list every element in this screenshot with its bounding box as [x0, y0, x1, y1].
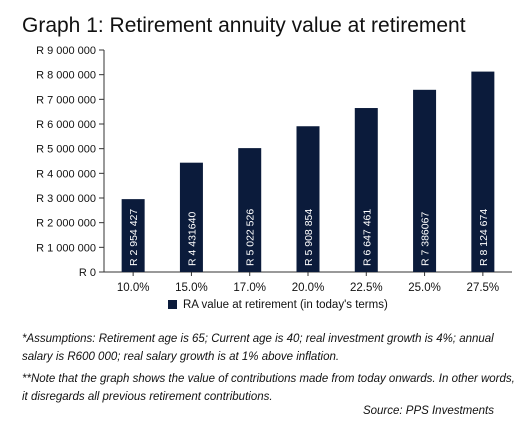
bar [179, 162, 203, 272]
x-tick-label: 22.5% [350, 282, 383, 294]
bar [354, 108, 378, 272]
y-tick-label: R 2 000 000 [36, 218, 96, 230]
bar [413, 89, 437, 272]
chart-title: Graph 1: Retirement annuity value at ret… [22, 14, 466, 37]
source-credit: Source: PPS Investments [362, 405, 494, 417]
legend: RA value at retirement (in today's terms… [168, 299, 388, 311]
bar [471, 71, 495, 273]
bar-data-label: R 5 908 854 [303, 209, 315, 266]
bar-data-label: R 5 022 526 [245, 209, 257, 266]
x-tick-label: 17.0% [233, 282, 266, 294]
bar [296, 126, 320, 273]
x-tick-label: 20.0% [292, 282, 325, 294]
y-tick-label: R 0 [79, 267, 96, 279]
y-tick-label: R 5 000 000 [36, 144, 96, 156]
footnotes: *Assumptions: Retirement age is 65; Curr… [22, 330, 522, 406]
bar-data-label: R 6 647 461 [361, 209, 373, 266]
bar-data-label: R 7 386067 [420, 212, 432, 266]
legend-swatch [168, 300, 177, 309]
bar-data-label: R 2 954 427 [128, 209, 140, 266]
assumptions-note: *Assumptions: Retirement age is 65; Curr… [22, 333, 494, 363]
contributions-note: **Note that the graph shows the value of… [22, 370, 522, 406]
y-tick-label: R 3 000 000 [36, 193, 96, 205]
y-tick-label: R 7 000 000 [36, 94, 96, 106]
x-tick-label: 10.0% [117, 282, 150, 294]
bar [121, 199, 145, 272]
legend-label: RA value at retirement (in today's terms… [183, 299, 388, 311]
bar-chart: R 0 R 1 000 000 R 2 000 000 R 3 000 000 R 4 … [36, 45, 512, 294]
x-tick-label: 27.5% [467, 282, 500, 294]
source-row: Source: PPS Investments [22, 402, 522, 420]
y-tick-label: R 6 000 000 [36, 119, 96, 131]
bar-data-label: R 8 124 674 [478, 209, 490, 266]
contributions-note-text: **Note that the graph shows the value of… [22, 373, 515, 403]
y-tick-label: R 8 000 000 [36, 70, 96, 82]
bar-data-label: R 4 431640 [186, 212, 198, 266]
bar [238, 148, 262, 272]
x-tick-label: 25.0% [408, 282, 441, 294]
y-tick-label: R 1 000 000 [36, 242, 96, 254]
y-tick-label: R 4 000 000 [36, 168, 96, 180]
x-tick-label: 15.0% [175, 282, 208, 294]
y-tick-label: R 9 000 000 [36, 45, 96, 57]
